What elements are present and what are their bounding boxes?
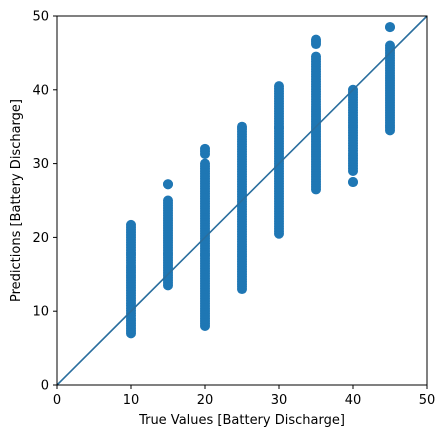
data-point (163, 195, 173, 206)
data-point (237, 121, 247, 132)
y-tick-label: 40 (32, 83, 49, 98)
data-point (200, 158, 210, 169)
y-tick-label: 50 (32, 10, 49, 25)
y-axis-ticks: 0 10 20 30 40 50 (32, 10, 57, 394)
plot-frame (56, 15, 428, 386)
y-axis-label: Predictions [Battery Discharge] (9, 99, 24, 302)
data-point (200, 143, 210, 154)
y-tick-label: 0 (41, 379, 49, 394)
scatter-points (126, 22, 395, 339)
data-point (348, 177, 358, 188)
data-point (163, 179, 173, 190)
x-tick-label: 20 (197, 393, 214, 408)
data-point (311, 34, 321, 45)
data-point (126, 219, 136, 230)
x-tick-label: 50 (419, 393, 436, 408)
y-tick-label: 10 (32, 305, 49, 320)
y-tick-label: 30 (32, 157, 49, 172)
identity-line (56, 15, 428, 386)
data-point (385, 22, 395, 33)
x-tick-label: 10 (123, 393, 140, 408)
y-tick-label: 20 (32, 231, 49, 246)
data-point (274, 81, 284, 92)
x-tick-label: 30 (271, 393, 288, 408)
data-point (385, 40, 395, 51)
x-axis-ticks: 0 10 20 30 40 50 (53, 385, 435, 408)
x-tick-label: 0 (53, 393, 61, 408)
data-point (311, 51, 321, 62)
x-axis-label: True Values [Battery Discharge] (138, 413, 345, 428)
x-tick-label: 40 (345, 393, 362, 408)
